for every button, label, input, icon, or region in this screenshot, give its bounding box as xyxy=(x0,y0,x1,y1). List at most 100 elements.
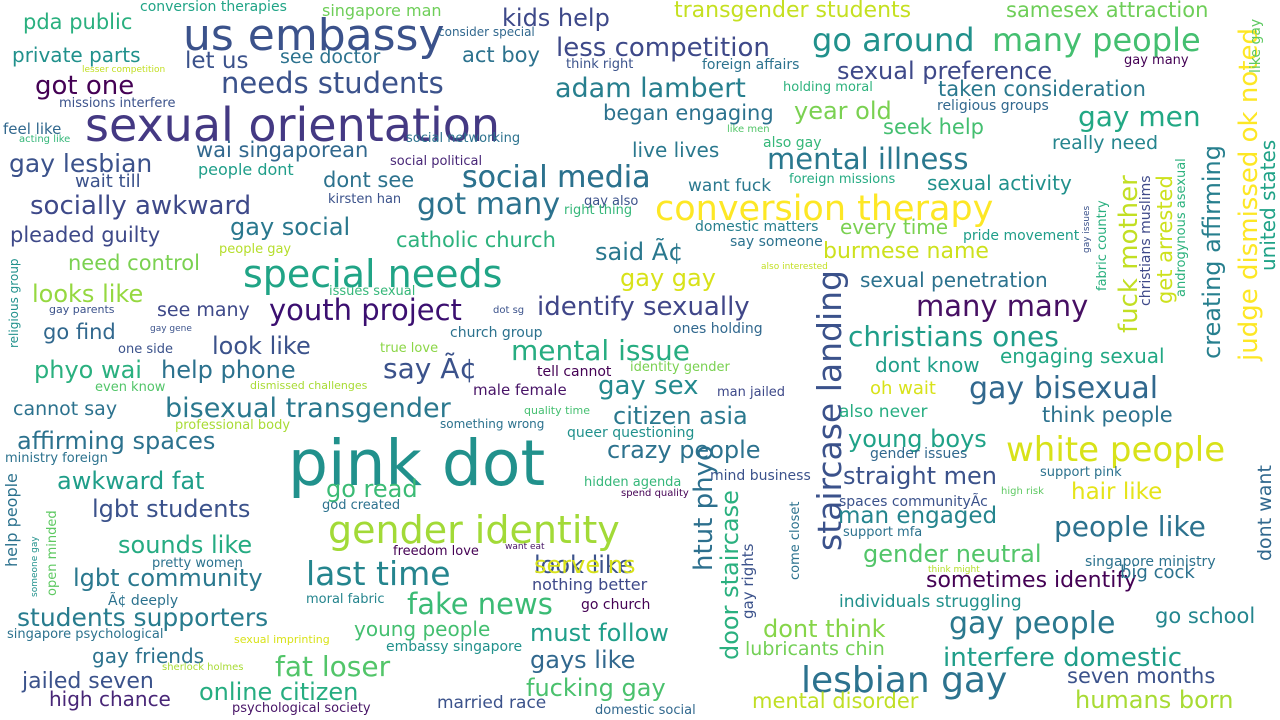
word-cloud-term-label: gay issues xyxy=(1082,206,1092,254)
word-cloud-term: taken consideration xyxy=(938,79,1146,100)
word-cloud-term: samesex attraction xyxy=(1006,0,1208,21)
word-cloud-term: singapore psychological xyxy=(7,628,163,641)
word-cloud-term-label: sexual imprinting xyxy=(234,633,330,646)
word-cloud-term: pride movement xyxy=(963,229,1079,243)
word-cloud-term-label: mental disorder xyxy=(752,689,919,713)
word-cloud-term-label: queer questioning xyxy=(567,425,695,441)
word-cloud-term: humans born xyxy=(1075,688,1233,712)
word-cloud-term: gender identity xyxy=(328,511,620,549)
word-cloud-term: many people xyxy=(992,24,1201,56)
word-cloud-term: help phone xyxy=(161,358,296,382)
word-cloud-term: even know xyxy=(95,381,165,394)
word-cloud-term-label: dismissed challenges xyxy=(250,379,368,392)
word-cloud-term-label: man engaged xyxy=(838,503,998,529)
word-cloud-term: also gay xyxy=(763,136,822,150)
word-cloud-term: gay friends xyxy=(92,646,204,666)
word-cloud-term-label: fat loser xyxy=(275,650,391,683)
word-cloud-term-label: support mfa xyxy=(843,525,923,540)
word-cloud-term-label: one side xyxy=(118,342,173,357)
word-cloud-term: fat loser xyxy=(275,653,390,681)
word-cloud-term: think might xyxy=(928,566,980,575)
word-cloud-term: socially awkward xyxy=(30,193,251,219)
word-cloud-term: affirming spaces xyxy=(17,429,215,453)
word-cloud-term-label: think might xyxy=(928,565,980,575)
word-cloud-term: wai singaporean xyxy=(196,140,368,161)
word-cloud-term: straight men xyxy=(843,464,997,488)
word-cloud-term-label: quality time xyxy=(524,404,590,417)
word-cloud-term: serve ns xyxy=(534,553,635,577)
word-cloud-term-label: sounds like xyxy=(118,531,253,559)
word-cloud-term: also never xyxy=(839,404,928,421)
word-cloud-term: ministry foreign xyxy=(5,452,108,465)
word-cloud-term-label: androgynous asexual xyxy=(1174,158,1189,297)
word-cloud-term: male female xyxy=(473,383,567,398)
word-cloud-term-label: get arrested xyxy=(1153,175,1177,304)
word-cloud-term-label: high chance xyxy=(49,687,171,711)
word-cloud-term: conversion therapies xyxy=(140,0,287,14)
word-cloud-term-label: conversion therapy xyxy=(655,189,994,229)
word-cloud-term-label: really need xyxy=(1052,132,1159,154)
word-cloud-term-label: dont know xyxy=(875,353,980,377)
word-cloud-term-label: gay parents xyxy=(49,303,115,316)
word-cloud-term: nothing better xyxy=(532,577,647,593)
word-cloud-term-label: looks like xyxy=(32,280,144,308)
word-cloud-term-label: identify sexually xyxy=(537,292,750,322)
word-cloud-term-label: think right xyxy=(566,57,634,72)
word-cloud-term: got many xyxy=(417,190,560,220)
word-cloud-term: jailed seven xyxy=(22,671,154,693)
word-cloud-term-label: go read xyxy=(326,475,418,503)
word-cloud-term-label: less competition xyxy=(556,33,770,63)
word-cloud-term: social political xyxy=(390,155,482,168)
word-cloud-term: sometimes identify xyxy=(926,570,1137,592)
word-cloud-term-label: christians ones xyxy=(848,320,1059,353)
word-cloud-term: one side xyxy=(118,343,173,356)
word-cloud-term-label: sexual activity xyxy=(927,171,1072,195)
word-cloud-term: mental issue xyxy=(511,337,690,365)
word-cloud-term-label: lgbt community xyxy=(73,564,263,592)
word-cloud-term: religious group xyxy=(7,258,98,360)
word-cloud-term-label: lesbian gay xyxy=(801,660,1008,701)
word-cloud-term: professional body xyxy=(175,419,290,432)
word-cloud-term-label: got many xyxy=(417,187,561,222)
word-cloud-term-label: individuals struggling xyxy=(839,592,1022,612)
word-cloud-term: right thing xyxy=(564,204,632,217)
word-cloud-term-label: spend quality xyxy=(621,488,689,499)
word-cloud-term-label: pretty women xyxy=(152,556,243,571)
word-cloud-term-label: burmese name xyxy=(823,239,989,264)
word-cloud-term: creating affirming xyxy=(1198,145,1280,383)
word-cloud-term-label: crazy people xyxy=(607,436,761,464)
word-cloud-term: gay gay xyxy=(620,266,716,290)
word-cloud-term-label: look like xyxy=(212,332,311,360)
word-cloud-term: go school xyxy=(1155,606,1255,627)
word-cloud-term: look like xyxy=(534,553,633,577)
word-cloud-term: began engaging xyxy=(603,103,774,124)
word-cloud-term: go around xyxy=(812,24,975,56)
word-cloud-term-label: sexual penetration xyxy=(860,268,1048,292)
word-cloud-term-label: gay gene xyxy=(150,324,192,334)
word-cloud-term-label: big cock xyxy=(1120,562,1195,583)
word-cloud-term: conversion therapy xyxy=(655,192,993,227)
word-cloud-term-label: seven months xyxy=(1067,664,1216,688)
word-cloud-term: needs students xyxy=(221,69,444,98)
word-cloud-term-label: religious groups xyxy=(937,98,1049,114)
word-cloud-term-label: embassy singapore xyxy=(386,639,523,655)
word-cloud-term: social media xyxy=(462,163,651,193)
word-cloud-term: act boy xyxy=(462,45,540,66)
word-cloud-term-label: look like xyxy=(534,551,633,579)
word-cloud-term-label: dot sg xyxy=(493,305,525,316)
word-cloud-term: like men xyxy=(727,125,770,135)
word-cloud-term-label: hidden agenda xyxy=(584,475,682,490)
word-cloud-term-label: us embassy xyxy=(183,10,445,61)
word-cloud-term-label: straight men xyxy=(843,462,997,490)
word-cloud-term: christians ones xyxy=(848,323,1059,351)
word-cloud-term-label: gender identity xyxy=(328,508,620,552)
word-cloud-term-label: lgbt students xyxy=(92,495,251,523)
word-cloud-term: gay sex xyxy=(598,373,699,399)
word-cloud-term: support pink xyxy=(1040,466,1122,479)
word-cloud-term-label: began engaging xyxy=(603,101,774,125)
word-cloud-term: dismissed challenges xyxy=(250,380,367,391)
word-cloud-term-label: bisexual transgender xyxy=(165,393,451,424)
word-cloud-term: lesser competition xyxy=(82,66,165,75)
word-cloud-term-label: pleaded guilty xyxy=(10,223,161,247)
